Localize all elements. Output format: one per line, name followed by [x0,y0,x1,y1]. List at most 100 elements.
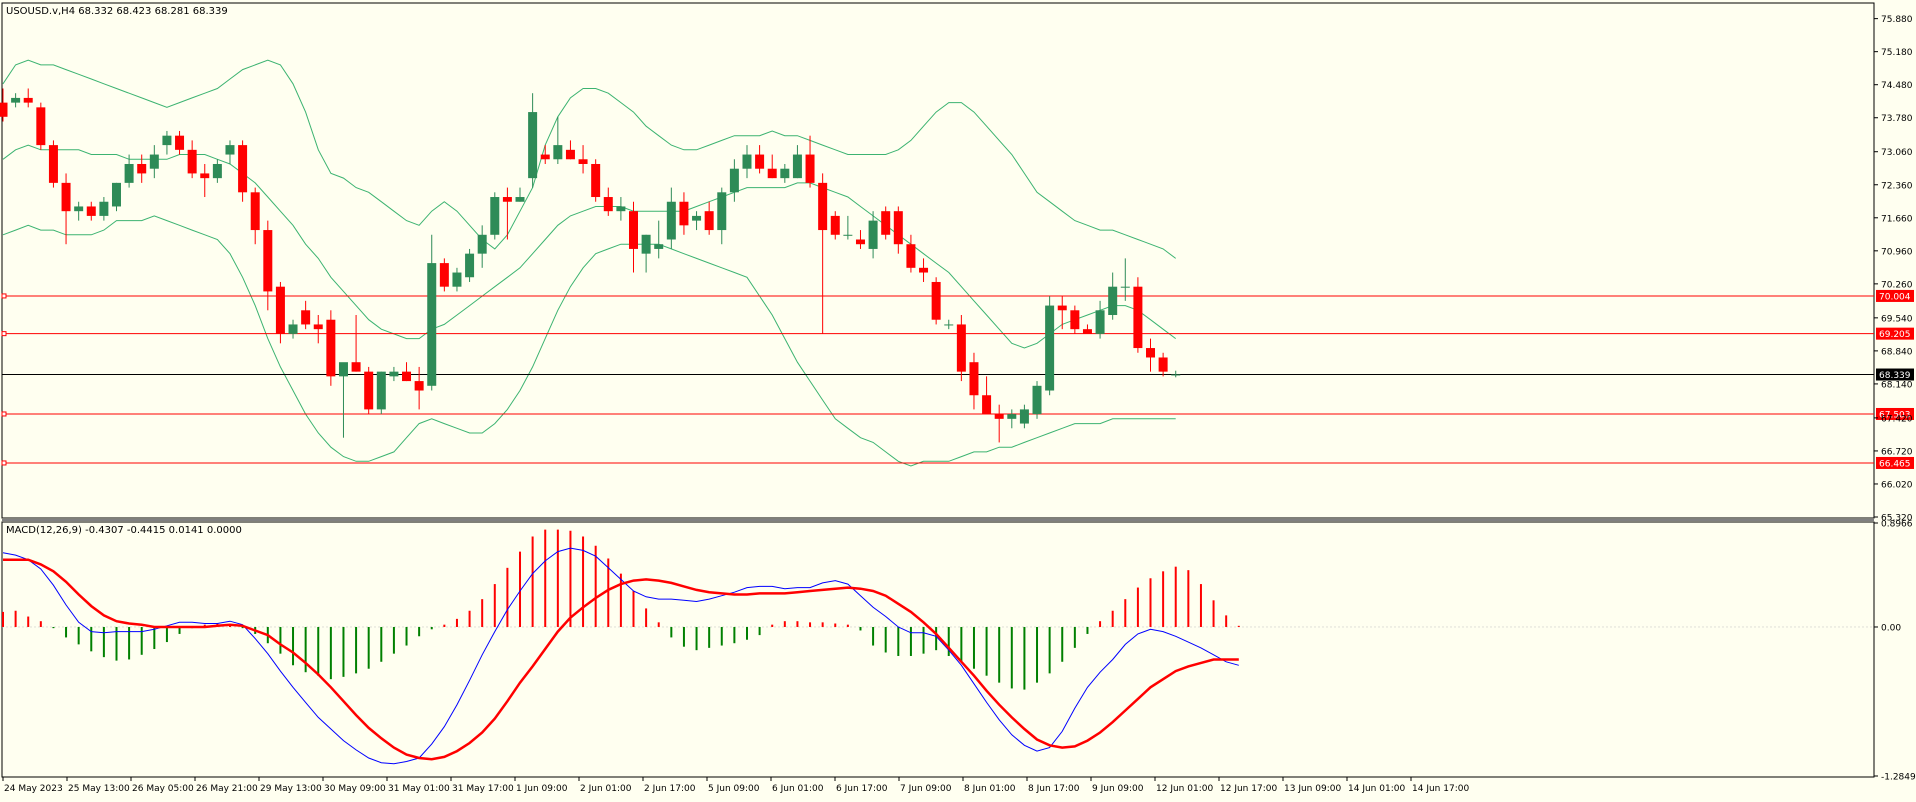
bear-candle-body [629,211,638,249]
bear-candle-body [969,362,979,396]
level-handle[interactable] [1,411,7,417]
candle [742,145,752,179]
bear-candle-body [1146,348,1156,358]
candle [61,173,71,245]
bull-candle-body [641,234,651,254]
bull-candle-body [717,192,727,231]
bear-candle-body [326,319,336,377]
candle [99,197,109,221]
bull-candle-body [616,206,626,212]
price-tick-label: 72.360 [1881,181,1913,191]
price-tick-label: 68.140 [1881,380,1913,390]
candle [805,135,815,188]
level-price-label: 67.503 [1879,410,1911,420]
candle [528,93,538,188]
candle [830,211,840,240]
price-tick-label: 68.840 [1881,347,1913,357]
bull-candle-body [490,197,500,235]
time-tick-label: 14 Jun 17:00 [1412,784,1469,794]
time-tick-label: 24 May 2023 [4,784,63,794]
candle [414,366,424,410]
candle [250,187,260,245]
bull-candle-body [692,215,702,221]
bear-candle-body [919,267,929,273]
symbol-header: USOUSD.v,H4 68.332 68.423 68.281 68.339 [6,6,228,17]
macd-tick-label: 0.00 [1881,623,1901,633]
level-handle[interactable] [1,331,7,337]
level-handle[interactable] [1,460,7,466]
bull-candle-body [843,234,853,236]
candle [490,192,500,240]
bollinger-upper-band [2,59,1177,259]
bear-candle-body [175,135,185,150]
level-price-badge [1876,289,1914,302]
candle [137,154,147,183]
time-tick-label: 31 May 17:00 [452,784,514,794]
price-axis[interactable]: 75.880 75.180 74.480 73.780 73.060 72.360 71.6… [1874,15,1913,524]
bear-candle-body [591,163,601,198]
bull-candle-body [792,154,802,179]
price-tick-label: 70.260 [1881,280,1913,290]
macd-pane-frame [1,521,1875,778]
candle [225,140,235,164]
candle [931,277,941,325]
price-tick-label: 74.480 [1881,81,1913,91]
bear-candle-body [755,154,765,169]
time-tick-label: 29 May 13:00 [260,784,322,794]
time-tick-label: 6 Jun 17:00 [836,784,888,794]
bear-candle-body [238,145,248,193]
bear-candle-body [805,154,815,183]
candle [767,154,777,179]
candle [452,267,462,292]
bull-candle-body [225,145,235,155]
candle [969,352,979,410]
candle [86,201,96,221]
price-pane-frame [1,2,1875,519]
candle [502,187,512,240]
candle [704,201,714,235]
bear-candle-body [275,286,285,334]
time-tick-label: 8 Jun 17:00 [1028,784,1080,794]
bull-candle-body [162,135,172,146]
candle [780,163,790,183]
price-tick-label: 67.420 [1881,414,1913,424]
bear-candle-body [23,97,33,103]
candle [313,315,323,344]
bear-candle-body [767,168,777,179]
price-tick-label: 75.180 [1881,48,1913,58]
time-axis[interactable]: 24 May 2023 25 May 13:00 26 May 05:00 26 Ma… [2,777,1469,794]
candle [666,187,676,249]
candle [200,163,210,198]
candle [1019,404,1029,429]
price-tick-label: 66.720 [1881,447,1913,457]
bull-candle-body [338,362,348,377]
macd-signal-line [3,558,1239,761]
level-handle[interactable] [1,293,7,299]
candle [149,145,159,179]
bull-candle-body [477,234,487,254]
candle [36,102,46,150]
macd-tick-label: 0.8966 [1881,520,1913,530]
candle [1007,409,1017,429]
candle [994,404,1004,443]
bear-candle-body [0,102,8,117]
candle [1057,296,1067,330]
bear-candle-body [881,211,891,235]
candle [187,140,197,179]
bear-candle-body [364,371,374,410]
macd-axis[interactable]: 0.8966 0.00 -1.2849 [1874,520,1916,783]
candle [792,145,802,179]
bull-candle-body [452,272,462,287]
candle [427,234,437,391]
horizontal-levels[interactable]: 70.004 69.205 67.503 66.465 68.339 [1,289,1914,470]
bear-candle-body [679,201,689,226]
candle [326,310,336,386]
bear-candle-body [86,206,96,216]
time-tick-label: 1 Jun 09:00 [516,784,568,794]
bull-candle-body [515,197,525,202]
candle [212,159,222,183]
bear-candle-body [704,211,714,231]
bear-candle-body [263,230,273,292]
